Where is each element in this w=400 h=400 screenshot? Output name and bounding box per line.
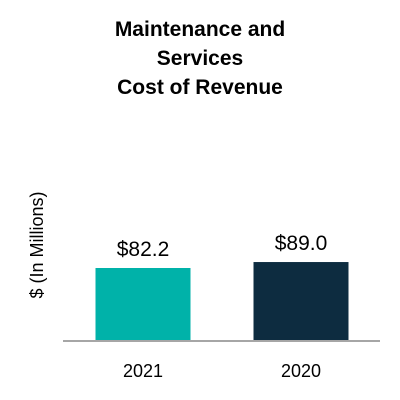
data-label-2020: $89.0: [275, 232, 328, 255]
chart-title-line-2: Services: [156, 47, 244, 70]
bars-layer: $82.2 2021 $89.0 2020: [95, 232, 349, 381]
chart-title: Maintenance and Services Cost of Revenue: [0, 15, 400, 102]
y-axis-label: $ (In Millions): [27, 191, 47, 298]
data-label-2021: $82.2: [117, 238, 170, 261]
x-tick-label-2021: 2021: [123, 361, 163, 381]
chart-title-line-3: Cost of Revenue: [117, 76, 283, 99]
bar-2020: [253, 262, 349, 340]
bar-2021: [95, 268, 191, 340]
x-tick-label-2020: 2020: [281, 361, 321, 381]
chart-title-line-1: Maintenance and: [114, 18, 286, 41]
